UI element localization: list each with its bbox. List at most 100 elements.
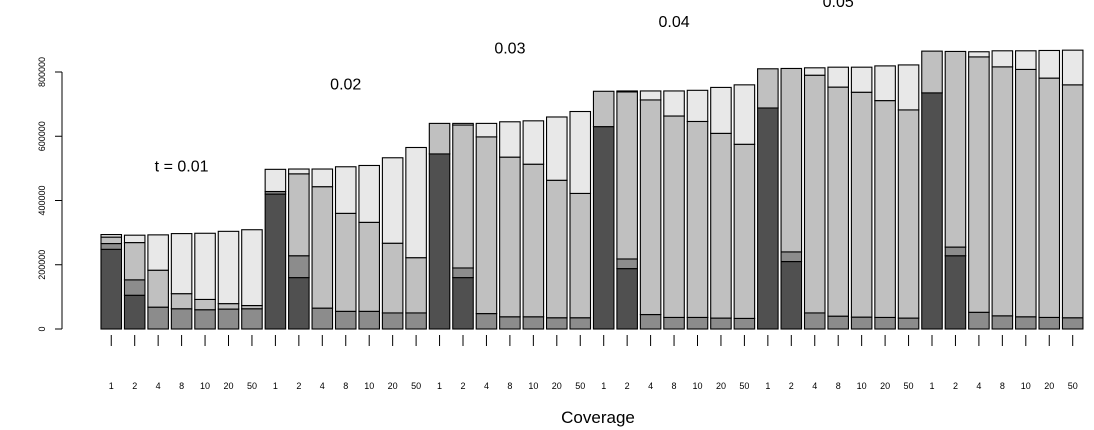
bar-segment bbox=[170, 293, 193, 310]
bar-segment bbox=[475, 136, 498, 315]
bar-segment bbox=[194, 298, 216, 311]
bar-segment bbox=[616, 90, 638, 93]
x-tick-label: 50 bbox=[575, 381, 585, 391]
bar-segment bbox=[850, 91, 873, 318]
bar-segment bbox=[358, 310, 381, 330]
y-tick-label: 0 bbox=[37, 326, 47, 331]
bar-segment bbox=[405, 312, 427, 330]
bar-segment bbox=[639, 99, 662, 316]
bar-segment bbox=[803, 67, 826, 76]
bar-segment bbox=[194, 309, 216, 330]
bar-segment bbox=[1014, 50, 1037, 70]
bar-segment bbox=[522, 163, 545, 318]
bar-segment bbox=[334, 310, 357, 330]
x-tick-label: 2 bbox=[296, 381, 301, 391]
bar-segment bbox=[522, 316, 545, 330]
bar-segment bbox=[264, 193, 287, 330]
bar-segment bbox=[733, 143, 756, 319]
y-tick-label: 600000 bbox=[37, 121, 47, 151]
x-tick-label: 1 bbox=[765, 381, 770, 391]
x-tick-label: 10 bbox=[528, 381, 538, 391]
bar-segment bbox=[452, 122, 474, 126]
bar-segment bbox=[545, 116, 568, 181]
x-tick-label: 8 bbox=[1000, 381, 1005, 391]
bar-segment bbox=[897, 317, 920, 330]
bar-segment bbox=[710, 317, 732, 330]
x-tick-label: 8 bbox=[507, 381, 512, 391]
bar-segment bbox=[663, 115, 685, 318]
bar-segment bbox=[100, 248, 123, 330]
x-tick-label: 20 bbox=[1044, 381, 1054, 391]
bar-segment bbox=[170, 233, 193, 295]
bar-segment bbox=[639, 90, 662, 101]
bar-segment bbox=[874, 65, 896, 102]
bar-segment bbox=[616, 258, 638, 270]
bar-segment bbox=[100, 236, 123, 245]
bar-segment bbox=[288, 255, 310, 279]
y-tick-label: 400000 bbox=[37, 185, 47, 215]
bar-segment bbox=[569, 110, 592, 194]
bar-segment bbox=[686, 120, 709, 318]
bar-segment bbox=[710, 132, 732, 319]
bar-segment bbox=[780, 260, 803, 330]
x-tick-label: 50 bbox=[411, 381, 421, 391]
bar-segment bbox=[897, 109, 920, 319]
x-tick-label: 20 bbox=[552, 381, 562, 391]
bar-segment bbox=[663, 90, 685, 117]
bar-segment bbox=[358, 164, 381, 223]
bar-segment bbox=[499, 156, 521, 318]
y-tick-label: 200000 bbox=[37, 250, 47, 280]
group-labels: t = 0.010.020.030.040.050.06 bbox=[155, 0, 854, 176]
bar-segment bbox=[686, 89, 709, 123]
bar-segment bbox=[147, 306, 169, 330]
bar-segment bbox=[452, 277, 474, 330]
bar-segment bbox=[780, 251, 803, 263]
bar-segment bbox=[358, 221, 381, 312]
bar-segment bbox=[733, 317, 756, 330]
bar-segment bbox=[100, 243, 123, 250]
bar-segment bbox=[170, 308, 193, 330]
x-tick-label: 50 bbox=[904, 381, 914, 391]
bar-segment bbox=[569, 317, 592, 330]
bar-segment bbox=[1038, 77, 1061, 318]
bar-segment bbox=[874, 316, 896, 330]
bars-layer bbox=[100, 49, 1084, 330]
group-label: 0.04 bbox=[658, 14, 689, 31]
x-axis-label: Coverage bbox=[561, 408, 635, 427]
bar-segment bbox=[475, 313, 498, 330]
group-label: 0.03 bbox=[494, 41, 525, 58]
bar-segment bbox=[592, 90, 615, 128]
bar-segment bbox=[217, 308, 240, 330]
x-tick-label: 8 bbox=[179, 381, 184, 391]
bar-segment bbox=[944, 50, 967, 248]
group-label: 0.02 bbox=[330, 76, 361, 93]
bar-segment bbox=[217, 230, 240, 305]
bar-segment bbox=[616, 268, 638, 330]
bar-segment bbox=[921, 92, 943, 330]
x-tick-label: 10 bbox=[1021, 381, 1031, 391]
bar-segment bbox=[1014, 68, 1037, 318]
x-tick-label: 4 bbox=[812, 381, 817, 391]
bar-segment bbox=[381, 242, 404, 314]
bar-segment bbox=[686, 316, 709, 330]
x-tick-label: 4 bbox=[156, 381, 161, 391]
bar-segment bbox=[522, 120, 545, 165]
bar-segment bbox=[475, 122, 498, 138]
bar-segment bbox=[428, 122, 451, 155]
bar-segment bbox=[1061, 49, 1084, 86]
bar-segment bbox=[545, 317, 568, 330]
bar-segment bbox=[569, 192, 592, 319]
x-tick-label: 4 bbox=[976, 381, 981, 391]
x-tick-label: 10 bbox=[364, 381, 374, 391]
group-label: 0.05 bbox=[823, 0, 854, 11]
bar-segment bbox=[874, 100, 896, 318]
bar-segment bbox=[241, 229, 263, 307]
bar-segment bbox=[991, 66, 1014, 317]
bar-segment bbox=[944, 246, 967, 257]
bar-segment bbox=[991, 315, 1014, 330]
bar-segment bbox=[334, 166, 357, 214]
x-tick-label: 2 bbox=[953, 381, 958, 391]
bar-segment bbox=[123, 242, 146, 281]
bar-segment bbox=[944, 255, 967, 330]
